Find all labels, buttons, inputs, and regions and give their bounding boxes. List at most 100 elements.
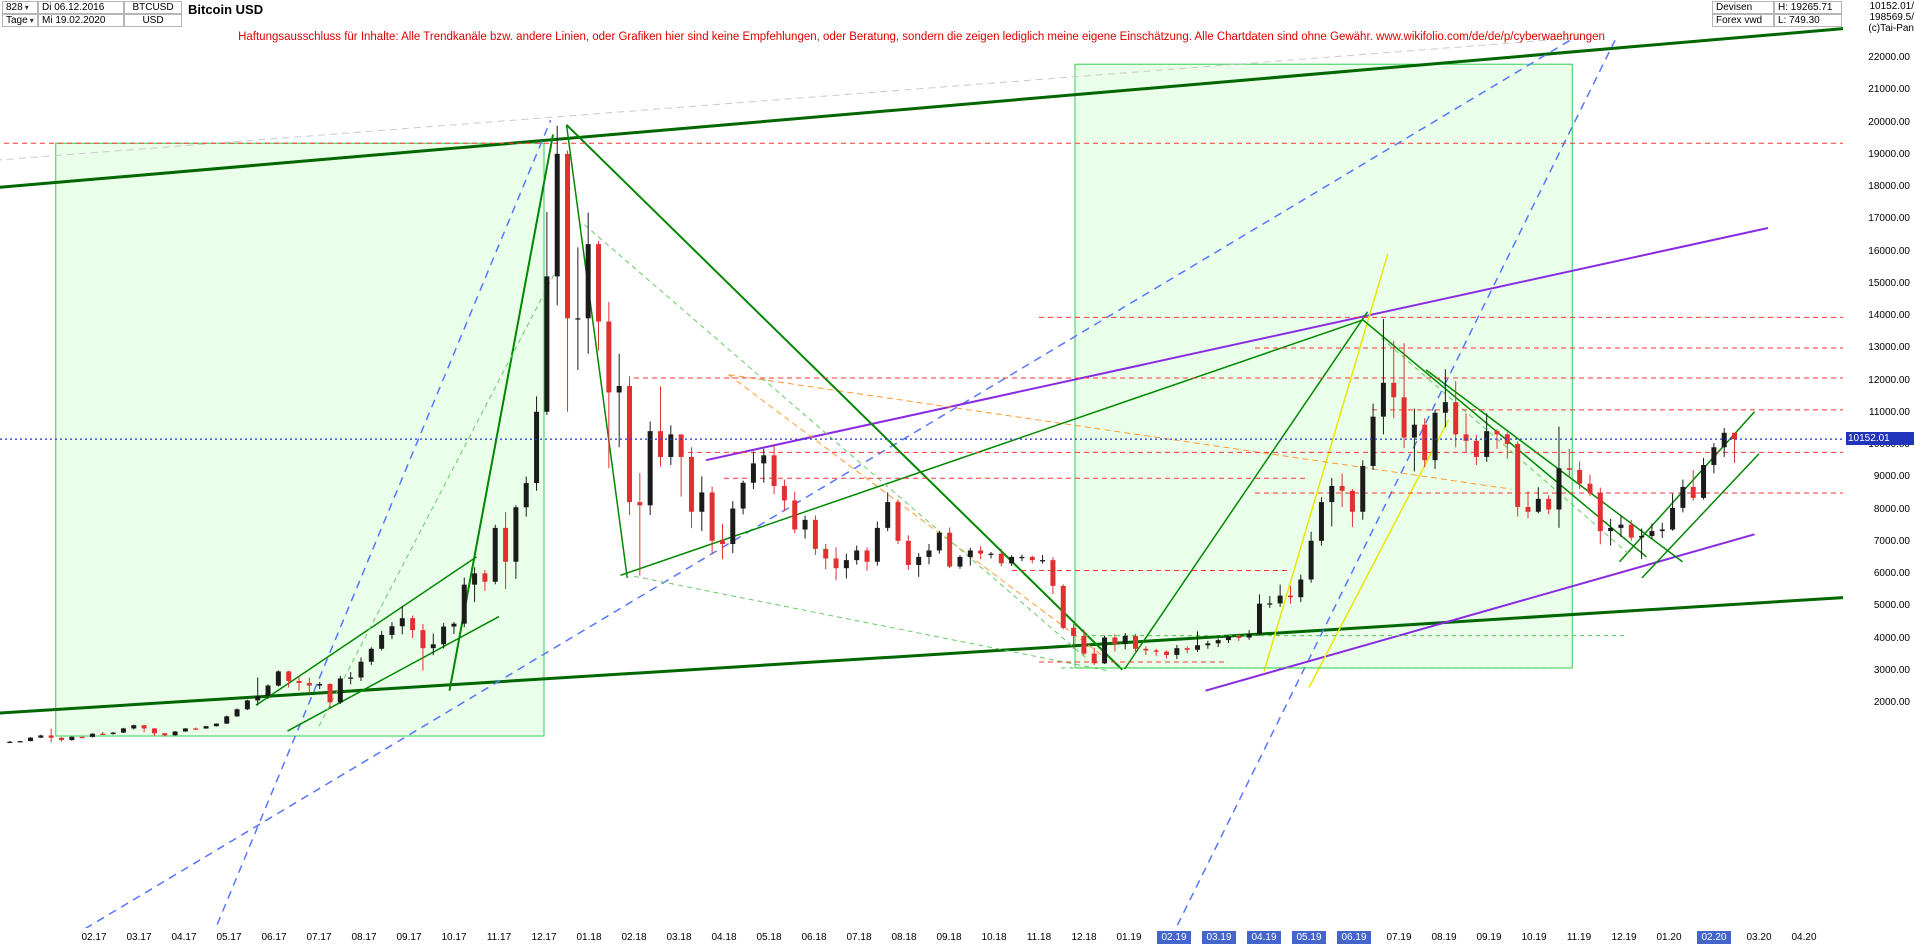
highlight-region (55, 142, 545, 737)
trend-line (728, 374, 1512, 490)
y-axis-label: 22000.00 (1868, 52, 1910, 64)
x-axis-label: 01.19 (1116, 932, 1142, 943)
candle-body (1225, 636, 1231, 641)
candle-body (1628, 524, 1634, 538)
candle-body (1556, 468, 1562, 510)
candle-body (482, 573, 488, 582)
candle-body (1164, 651, 1170, 655)
candle-body (1091, 653, 1097, 664)
trend-line (705, 227, 1769, 462)
x-axis-label: 02.20 (1697, 931, 1731, 944)
candle-body (244, 700, 250, 710)
x-axis-label: 11.17 (486, 932, 512, 943)
quote-line-1: 10152.01/ (1869, 1, 1915, 12)
candle-body (1453, 402, 1459, 435)
x-axis-label: 04.19 (1247, 931, 1281, 944)
candle-body (544, 276, 550, 412)
trend-line (1308, 419, 1450, 688)
candle-body (565, 153, 571, 319)
trend-line (620, 319, 1364, 576)
candle-body (420, 630, 426, 649)
candle-body (1515, 444, 1521, 507)
x-axis-label: 12.17 (531, 932, 557, 943)
candle-body (761, 455, 767, 464)
candle-body (534, 411, 540, 484)
candle-body (1019, 556, 1025, 559)
candle-body (7, 741, 13, 744)
candle-body (1339, 485, 1345, 491)
currency-field: USD (124, 14, 182, 27)
x-axis-label: 03.19 (1202, 931, 1236, 944)
candle-body (1680, 486, 1686, 508)
candle-body (1071, 627, 1077, 636)
candle-body (79, 736, 85, 739)
chart-title: Bitcoin USD (188, 2, 264, 17)
candle-body (926, 550, 932, 557)
candle-body (1649, 531, 1655, 536)
candle-body (1411, 424, 1417, 438)
candle-body (141, 725, 147, 729)
candle-body (978, 550, 984, 554)
candle-body (38, 735, 44, 738)
candle-body (1659, 529, 1665, 532)
price-chart[interactable] (0, 0, 1846, 952)
candle-body (1215, 640, 1221, 644)
candle-body (131, 725, 137, 729)
candle-body (988, 553, 994, 555)
trend-line (584, 224, 1089, 661)
candle-body (255, 695, 261, 701)
period-value: Tage (6, 15, 28, 26)
trend-line (1641, 453, 1760, 579)
candle-body (1246, 633, 1252, 638)
candle-body (885, 502, 891, 528)
trend-line (0, 37, 1580, 161)
period-dropdown[interactable]: Tage ▾ (2, 14, 38, 27)
candle-body (1287, 595, 1293, 598)
candle-body (647, 431, 653, 506)
y-axis-label: 16000.00 (1868, 245, 1910, 257)
candle-body (1463, 434, 1469, 441)
corner-quote-block: 10152.01/ 198569.5/ (c)Tai-Pan (1868, 1, 1914, 34)
candle-body (379, 634, 385, 649)
start-date-field[interactable]: Di 06.12.2016 (38, 1, 124, 14)
y-axis-label: 3000.00 (1873, 664, 1910, 676)
y-axis-label: 12000.00 (1868, 374, 1910, 386)
candle-body (781, 485, 787, 501)
x-axis-label: 12.19 (1611, 932, 1637, 943)
candle-body (1349, 490, 1355, 512)
candle-body (265, 685, 271, 696)
candle-body (1701, 465, 1707, 498)
candle-body (1422, 424, 1428, 461)
candle-body (627, 386, 632, 503)
candle-body (461, 584, 467, 624)
candle-body (1442, 402, 1448, 413)
x-axis-label: 05.18 (756, 932, 782, 943)
trend-line (565, 124, 628, 578)
candle-body (637, 502, 643, 506)
candle-body (864, 550, 870, 562)
candle-body (998, 553, 1004, 564)
x-axis-label: 03.20 (1746, 932, 1772, 943)
symbol-field[interactable]: BTCUSD (124, 1, 182, 14)
candle-body (1329, 485, 1335, 503)
y-axis-label: 11000.00 (1869, 406, 1910, 418)
candle-body (110, 732, 116, 735)
candle-body (1618, 524, 1624, 528)
x-axis-label: 02.17 (81, 932, 107, 943)
candle-body (1391, 382, 1397, 398)
y-axis-label: 14000.00 (1868, 310, 1910, 322)
x-axis-label: 09.18 (936, 932, 962, 943)
candle-body (317, 683, 323, 686)
candle-body (596, 244, 602, 322)
candle-body (89, 733, 95, 737)
candle-body (792, 500, 798, 530)
candle-body (1050, 560, 1056, 586)
bars-count-dropdown[interactable]: 828 ▾ (2, 1, 38, 14)
end-date-field[interactable]: Mi 19.02.2020 (38, 14, 124, 27)
candle-body (936, 532, 942, 551)
period-high-value: H: 19265.71 (1778, 2, 1833, 13)
candle-body (1040, 560, 1046, 562)
symbol-value: BTCUSD (132, 2, 174, 13)
x-axis-label: 10.19 (1521, 932, 1547, 943)
candle-body (575, 318, 581, 320)
